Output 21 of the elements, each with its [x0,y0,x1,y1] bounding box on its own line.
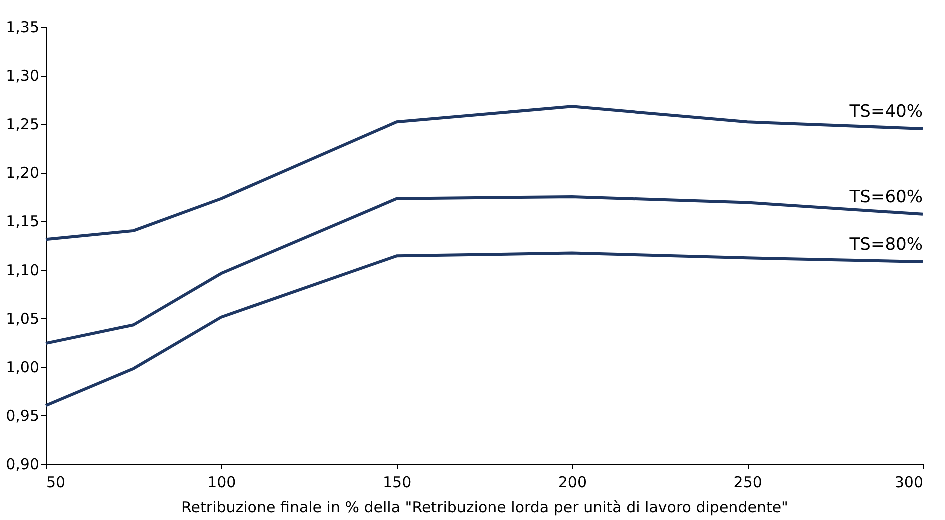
y-tick-label: 1,05 [6,310,40,328]
y-tick-label: 0,95 [6,406,40,425]
y-tick-label: 1,35 [6,18,40,36]
series-label: TS=40% [848,102,923,122]
series-label: TS=80% [848,235,923,256]
y-tick-label: 1,00 [6,358,40,376]
x-tick-label: 250 [734,474,762,492]
x-tick-label: 200 [558,474,588,492]
x-tick-label: 100 [208,474,236,492]
y-tick-label: 1,15 [6,212,40,231]
y-tick-label: 1,10 [6,261,40,280]
series-label: TS=60% [848,187,923,208]
x-tick-label: 150 [382,474,412,492]
y-tick-label: 1,30 [6,67,40,86]
line-series [44,252,924,408]
x-tick-label: 300 [894,474,924,492]
y-tick-label: 1,20 [6,164,40,182]
x-tick-label: 50 [46,474,66,492]
y-tick-label: 1,25 [6,116,40,134]
y-tick-label: 0,90 [6,456,40,474]
x-axis-title: Retribuzione finale in % della "Retribuzione lorda per unità di lavoro dipendente" [182,498,788,516]
